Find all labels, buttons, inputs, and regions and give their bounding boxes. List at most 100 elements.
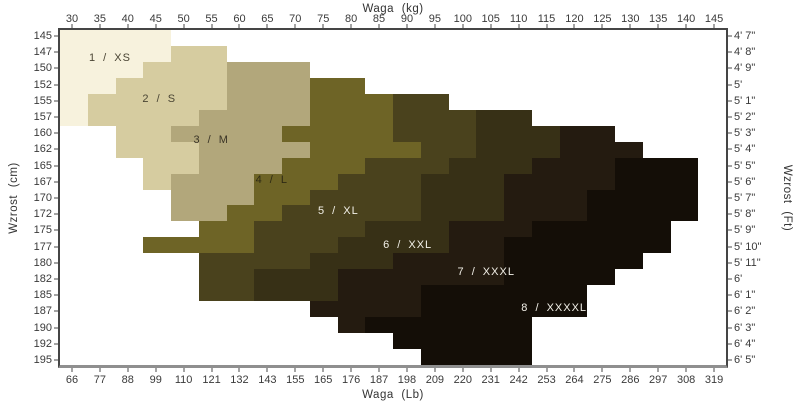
grid-cell (198, 349, 227, 365)
grid-cell (60, 61, 88, 78)
grid-cell (393, 205, 421, 222)
grid-cell (254, 77, 282, 94)
grid-cell (60, 301, 88, 318)
grid-cell (143, 125, 171, 142)
grid-cell (143, 141, 171, 158)
axis-tick-label: 5' 9" (734, 224, 756, 237)
axis-tick-label: 275 (593, 374, 612, 386)
grid-cell (282, 221, 310, 238)
grid-cell (143, 333, 171, 350)
grid-cell (87, 77, 116, 94)
grid-cell (309, 301, 338, 318)
grid-cell (698, 157, 726, 174)
grid-cell (670, 221, 699, 238)
grid-cell (698, 221, 726, 238)
axis-tick-mark (728, 67, 732, 69)
grid-cell (226, 61, 255, 78)
grid-cell (559, 77, 588, 94)
grid-cell (143, 221, 171, 238)
grid-cell (615, 109, 643, 126)
grid-cell (226, 221, 255, 238)
axis-tick-label: 120 (565, 13, 584, 25)
grid-cell (698, 301, 726, 318)
grid-cell (365, 109, 393, 126)
grid-cell (309, 30, 338, 46)
grid-cell (587, 285, 615, 302)
grid-cell (226, 77, 255, 94)
grid-cell (420, 45, 449, 62)
grid-cell (198, 237, 227, 254)
grid-cell (226, 157, 255, 174)
grid-cell (476, 93, 504, 110)
grid-cell (309, 269, 338, 286)
grid-cell (393, 109, 421, 126)
grid-cell (476, 45, 504, 62)
grid-cell (615, 125, 643, 142)
axis-tick-label: 55 (205, 13, 218, 25)
axis-tick-mark (238, 368, 240, 372)
axis-tick-label: 99 (149, 374, 162, 386)
grid-cell (698, 317, 726, 334)
axis-tick-label: 162 (33, 143, 52, 156)
axis-tick-label: 80 (345, 13, 358, 25)
grid-cell (143, 205, 171, 222)
grid-cell (670, 285, 699, 302)
axis-tick-label: 5' 5" (734, 159, 756, 172)
grid-cell (115, 205, 144, 222)
grid-cell (615, 93, 643, 110)
grid-cell (670, 125, 699, 142)
grid-cell (504, 77, 532, 94)
grid-cell (476, 269, 504, 286)
grid-cell (282, 253, 310, 270)
grid-cell (171, 317, 199, 334)
axis-tick-mark (728, 229, 732, 231)
grid-cell (115, 349, 144, 365)
grid-cell (670, 141, 699, 158)
grid-cell (504, 205, 532, 222)
grid-cell (171, 141, 199, 158)
grid-cell (171, 157, 199, 174)
grid-cell (420, 333, 449, 350)
grid-cell (365, 30, 393, 46)
grid-cell (476, 333, 504, 350)
grid-cell (198, 189, 227, 206)
axis-tick-mark (728, 327, 732, 329)
axis-tick-label: 121 (202, 374, 221, 386)
grid-cell (226, 141, 255, 158)
grid-cell (198, 205, 227, 222)
grid-cell (254, 109, 282, 126)
grid-cell (198, 333, 227, 350)
grid-cell (365, 333, 393, 350)
grid-cell (226, 205, 255, 222)
grid-cell (365, 45, 393, 62)
grid-cell (337, 141, 366, 158)
axis-tick-label: 145 (33, 30, 52, 43)
grid-cell (171, 109, 199, 126)
grid-cell (60, 45, 88, 62)
grid-cell (393, 173, 421, 190)
grid-cell (531, 109, 560, 126)
grid-cell (587, 349, 615, 365)
grid-cell (698, 285, 726, 302)
grid-cell (282, 317, 310, 334)
grid-cell (670, 333, 699, 350)
grid-cell (198, 109, 227, 126)
grid-cell (226, 45, 255, 62)
grid-cell (87, 109, 116, 126)
grid-cell (365, 221, 393, 238)
grid-cell (559, 349, 588, 365)
axis-tick-label: 167 (33, 175, 52, 188)
grid-cell (171, 349, 199, 365)
grid-cell (559, 93, 588, 110)
grid-cell (448, 77, 477, 94)
grid-cell (559, 253, 588, 270)
grid-cell (615, 285, 643, 302)
grid-cell (309, 125, 338, 142)
grid-cell (448, 285, 477, 302)
axis-tick-label: 130 (621, 13, 640, 25)
grid-cell (282, 301, 310, 318)
axis-tick-label: 176 (341, 374, 361, 386)
grid-cell (198, 221, 227, 238)
grid-cell (226, 333, 255, 350)
grid-cell (393, 30, 421, 46)
